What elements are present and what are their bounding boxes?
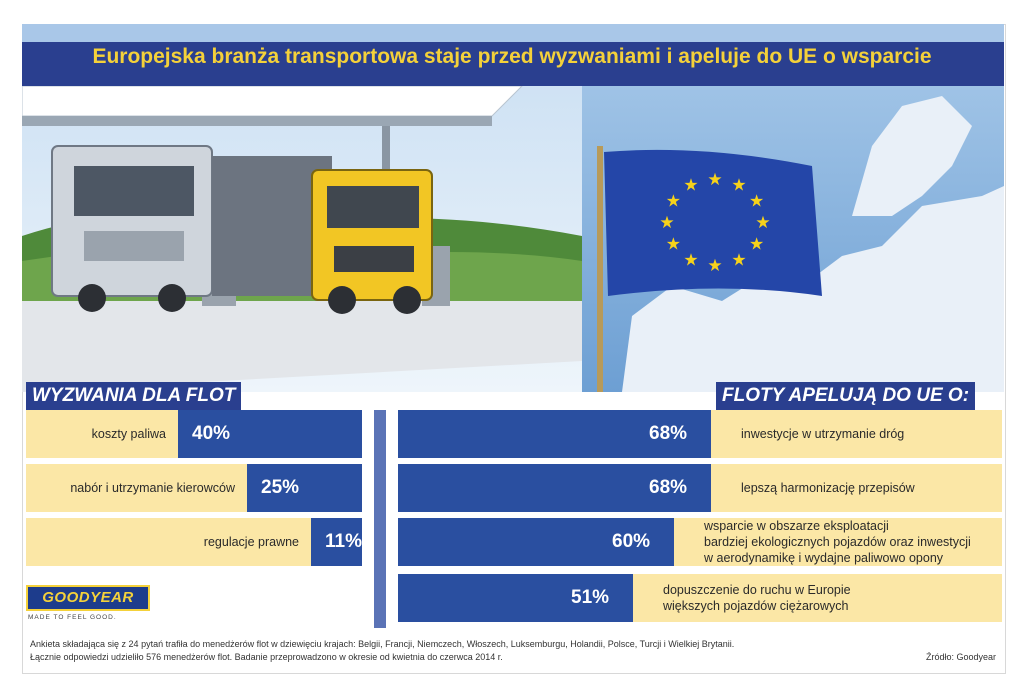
eu-star-icon: ★ xyxy=(666,191,681,210)
logo-tagline: MADE TO FEEL GOOD. xyxy=(28,614,117,621)
left-bar-driver-recruitment xyxy=(247,464,362,512)
right-category-label: inwestycje w utrzymanie dróg xyxy=(741,426,996,442)
right-category-line: lepszą harmonizację przepisów xyxy=(741,481,915,495)
right-bar-road-maintenance xyxy=(398,410,711,458)
station-canopy xyxy=(22,86,523,117)
silver-truck xyxy=(51,145,213,312)
eu-star-icon: ★ xyxy=(755,213,770,232)
left-bar-regulations xyxy=(311,518,362,566)
left-value-label: 25% xyxy=(261,477,300,498)
eu-star-icon: ★ xyxy=(731,176,746,195)
right-value-label: 60% xyxy=(612,531,651,552)
right-category-label: dopuszczenie do ruchu w Europie większyc… xyxy=(663,582,996,614)
right-bar-larger-trucks xyxy=(398,574,633,622)
left-value-label: 11% xyxy=(325,531,362,552)
right-category-label: wsparcie w obszarze eksploatacji bardzie… xyxy=(704,518,996,566)
left-category-label: koszty paliwa xyxy=(91,427,166,441)
left-value-label: 40% xyxy=(192,423,231,444)
right-category-line: wsparcie w obszarze eksploatacji xyxy=(704,519,889,533)
footnote-line-2: Łącznie odpowiedzi udzieliło 576 menedże… xyxy=(30,652,503,662)
map-peninsula xyxy=(742,326,812,386)
left-section-heading: WYZWANIA DLA FLOT xyxy=(26,382,242,410)
eu-star-icon: ★ xyxy=(683,176,698,195)
right-category-line: bardziej ekologicznych pojazdów oraz inw… xyxy=(704,535,971,549)
right-category-line: w aerodynamikę i wydajne paliwowo opony xyxy=(704,551,944,565)
eu-star-icon: ★ xyxy=(707,256,722,275)
flag-pole xyxy=(597,146,603,392)
right-value-label: 68% xyxy=(649,477,688,498)
eu-flag-stars: ★ ★★★★★★★★★★★ xyxy=(659,170,770,275)
eu-star-icon: ★ xyxy=(683,250,698,269)
right-category-line: inwestycje w utrzymanie dróg xyxy=(741,427,905,441)
canopy-edge xyxy=(22,116,492,126)
left-category-label: regulacje prawne xyxy=(203,535,299,549)
left-category-label: nabór i utrzymanie kierowców xyxy=(70,481,235,495)
source-note: Źródło: Goodyear xyxy=(925,652,996,662)
right-category-label: lepszą harmonizację przepisów xyxy=(741,480,996,496)
yellow-truck xyxy=(212,156,433,314)
center-divider xyxy=(374,410,386,628)
illustration-scene: ★ ★★★★★★★★★★★ xyxy=(22,86,1004,392)
title-bar xyxy=(22,24,1004,86)
right-bar-regulation-harmonization xyxy=(398,464,711,512)
eu-star-icon: ★ xyxy=(659,213,674,232)
eu-star-icon: ★ xyxy=(749,191,764,210)
eu-flag xyxy=(604,149,822,296)
left-bar-fuel-costs xyxy=(178,410,362,458)
map-scandinavia xyxy=(852,96,972,216)
goodyear-logo: GOODYEAR xyxy=(26,585,150,611)
eu-star-icon: ★ xyxy=(666,235,681,254)
infographic-title: Europejska branża transportowa staje prz… xyxy=(92,45,932,68)
eu-star-icon: ★ xyxy=(731,250,746,269)
footnote-line-1: Ankieta składająca się z 24 pytań trafił… xyxy=(30,639,735,649)
right-category-line: dopuszczenie do ruchu w Europie xyxy=(663,583,851,597)
left-row-bg xyxy=(26,518,362,566)
eu-star-icon: ★ xyxy=(707,170,722,189)
right-section-heading: FLOTY APELUJĄ DO UE O: xyxy=(716,382,976,410)
right-value-label: 51% xyxy=(571,587,610,608)
right-category-line: większych pojazdów ciężarowych xyxy=(663,599,849,613)
right-bar-eco-vehicles-support xyxy=(398,518,674,566)
right-value-label: 68% xyxy=(649,423,688,444)
eu-star-icon: ★ xyxy=(749,235,764,254)
road xyxy=(22,301,582,392)
